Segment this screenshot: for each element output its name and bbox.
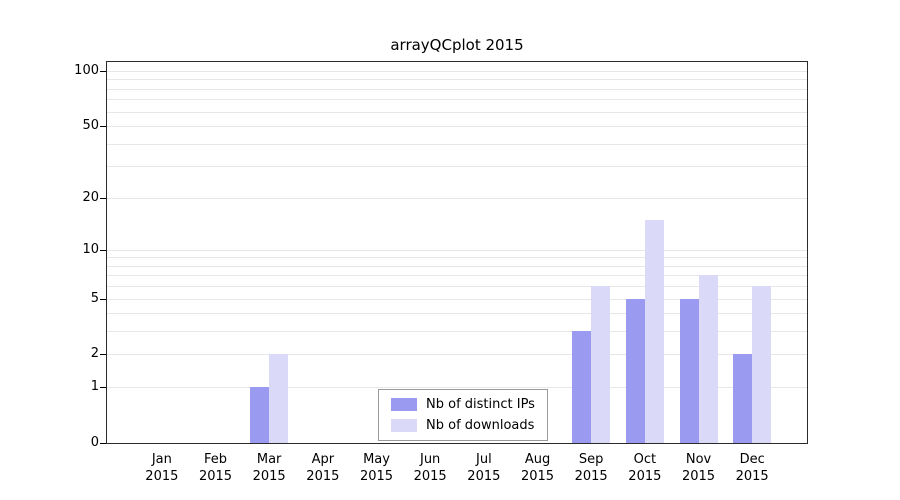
y-tick-mark — [100, 354, 106, 356]
x-tick-label: Dec 2015 — [735, 452, 769, 484]
y-tick-label: 50 — [82, 118, 99, 134]
x-tick-label: Oct 2015 — [628, 452, 662, 484]
legend-swatch — [391, 398, 417, 411]
x-tick-label: Apr 2015 — [306, 452, 340, 484]
legend: Nb of distinct IPs Nb of downloads — [378, 389, 548, 441]
x-tick-label: Aug 2015 — [520, 452, 555, 484]
bar-downloads — [644, 219, 664, 443]
legend-label: Nb of downloads — [426, 418, 535, 433]
bar-downloads — [591, 286, 611, 443]
bar-distinct-ips — [572, 331, 592, 443]
y-tick-label: 1 — [90, 379, 99, 395]
gridline — [107, 387, 807, 389]
bar-distinct-ips — [250, 387, 270, 443]
y-tick-mark — [100, 197, 106, 199]
gridline — [107, 313, 807, 315]
bar-distinct-ips — [679, 298, 699, 443]
legend-label: Nb of distinct IPs — [426, 397, 535, 412]
gridline — [107, 71, 807, 72]
gridline — [107, 99, 807, 101]
x-tick-label: Feb 2015 — [198, 452, 233, 484]
legend-swatch — [391, 419, 417, 432]
gridline — [107, 249, 807, 251]
gridline — [107, 331, 807, 333]
gridline — [107, 286, 807, 288]
gridline — [107, 143, 807, 145]
y-tick-label: 10 — [82, 241, 99, 257]
gridline — [107, 354, 807, 356]
y-tick-mark — [100, 387, 106, 389]
gridline — [107, 265, 807, 267]
x-tick-label: May 2015 — [359, 452, 394, 484]
y-tick-mark — [100, 71, 106, 72]
bar-downloads — [698, 275, 718, 443]
y-tick-mark — [100, 298, 106, 300]
x-tick-label: Sep 2015 — [574, 452, 608, 484]
y-tick-mark — [100, 126, 106, 128]
y-tick-mark — [100, 443, 106, 444]
y-tick-mark — [100, 249, 106, 251]
x-tick-label: Mar 2015 — [252, 452, 286, 484]
gridline — [107, 257, 807, 259]
bar-distinct-ips — [625, 298, 645, 443]
chart-title: arrayQCplot 2015 — [390, 36, 524, 54]
x-tick-label: Nov 2015 — [681, 452, 716, 484]
bar-distinct-ips — [733, 354, 753, 443]
x-tick-label: Jun 2015 — [413, 452, 447, 484]
gridline — [107, 126, 807, 128]
gridline — [107, 88, 807, 90]
y-tick-label: 0 — [90, 435, 99, 450]
gridline — [107, 111, 807, 113]
bar-downloads — [752, 286, 772, 443]
y-tick-label: 5 — [90, 290, 99, 306]
legend-item: Nb of downloads — [391, 418, 535, 433]
gridline — [107, 298, 807, 300]
gridline — [107, 166, 807, 168]
legend-item: Nb of distinct IPs — [391, 397, 535, 412]
y-tick-label: 100 — [74, 63, 99, 78]
gridline — [107, 275, 807, 277]
x-tick-label: Jul 2015 — [467, 452, 501, 484]
y-tick-label: 2 — [90, 346, 99, 362]
gridline — [107, 197, 807, 199]
x-tick-label: Jan 2015 — [145, 452, 179, 484]
y-tick-label: 20 — [82, 189, 99, 205]
bar-downloads — [269, 354, 289, 443]
gridline — [107, 79, 807, 81]
plot-area — [106, 61, 808, 444]
